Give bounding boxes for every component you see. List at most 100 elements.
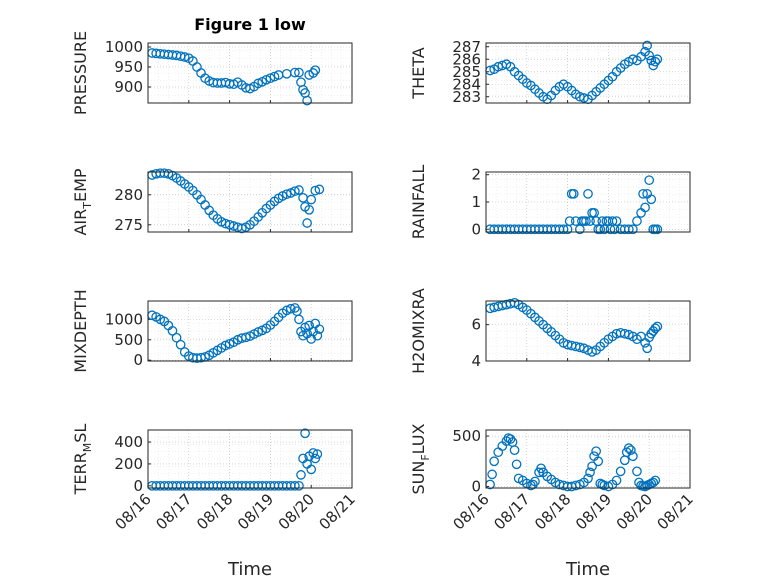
x-tick-label: 08/19 <box>572 490 615 533</box>
data-point <box>171 332 182 343</box>
data-point <box>167 325 178 336</box>
panel-h2omixra: 4 6 H2OMIXRA <box>409 288 691 374</box>
data-point <box>241 332 251 343</box>
y-tick-label: 1 <box>471 193 481 211</box>
y-tick-label: 285 <box>452 63 481 81</box>
data-point <box>611 475 622 486</box>
data-point <box>615 466 626 477</box>
y-tick-label: 2 <box>471 166 481 184</box>
panel-terr-msl: 0 200 400 TERRMSL 08/1608/1708/1808/1908/200… <box>71 424 359 534</box>
data-point <box>591 446 602 457</box>
y-axis-label: PRESSURE <box>71 31 90 115</box>
y-tick-label: 0 <box>471 220 481 238</box>
x-tick-label: 08/19 <box>234 490 277 533</box>
data-point <box>650 475 661 486</box>
x-tick-label: 08/17 <box>152 490 195 533</box>
x-tick-label: 08/20 <box>275 490 318 533</box>
y-tick-label: 0 <box>133 477 143 495</box>
data-point <box>487 469 497 480</box>
x-tick-label: 08/18 <box>193 490 236 533</box>
data-point <box>290 186 300 197</box>
data-point <box>593 456 604 467</box>
y-tick-label: 950 <box>114 58 143 76</box>
data-point <box>294 185 304 195</box>
axes-box <box>147 429 353 489</box>
data-point <box>302 218 312 228</box>
data-point <box>652 54 663 65</box>
y-tick-label: 286 <box>452 50 481 68</box>
data-point <box>294 67 304 78</box>
axes-box <box>147 171 353 233</box>
data-point <box>646 194 657 205</box>
y-axis-label: H2OMIXRA <box>409 288 428 374</box>
data-point <box>296 470 306 480</box>
data-point <box>583 188 593 199</box>
data-point <box>310 185 321 196</box>
data-point <box>587 461 597 472</box>
data-point <box>652 321 663 332</box>
y-tick-label: 1000 <box>105 310 143 328</box>
x-tick-label: 08/17 <box>490 490 533 533</box>
data-point <box>650 323 661 334</box>
data-point <box>294 480 304 491</box>
data-point <box>314 184 325 195</box>
data-point <box>611 216 622 226</box>
data-point <box>568 188 579 199</box>
data-point <box>632 466 642 477</box>
data-point <box>644 175 655 186</box>
y-axis-label: TERRMSL <box>71 424 94 496</box>
axes-box <box>485 171 691 233</box>
y-tick-label: 500 <box>114 331 143 349</box>
x-tick-label: 08/16 <box>112 490 155 533</box>
y-axis-label: THETA <box>409 47 428 99</box>
panel-mixdepth: 0 500 1000 MIXDEPTH <box>71 289 353 373</box>
y-tick-label: 0 <box>133 351 143 369</box>
y-tick-label: 900 <box>114 78 143 96</box>
data-point <box>304 204 315 215</box>
data-point <box>642 343 653 354</box>
data-point <box>570 480 581 491</box>
panel-pressure: 900 950 1000 PRESSURE <box>71 31 353 115</box>
y-axis-label: MIXDEPTH <box>71 289 90 372</box>
data-point <box>281 189 292 200</box>
data-point <box>511 459 522 470</box>
y-tick-label: 0 <box>471 477 481 495</box>
data-point <box>314 324 325 335</box>
axes-box <box>147 300 353 362</box>
axes-box <box>485 42 691 104</box>
data-point <box>312 449 323 459</box>
data-point <box>489 456 500 467</box>
data-point <box>581 216 591 226</box>
data-point <box>530 476 540 487</box>
x-axis-label: Time <box>565 559 610 580</box>
data-point <box>306 194 317 205</box>
x-axis-label: Time <box>227 559 272 580</box>
data-point <box>583 473 593 484</box>
data-point <box>623 443 634 454</box>
x-tick-label: 08/18 <box>531 490 574 533</box>
data-point <box>528 479 538 490</box>
y-tick-label: 1000 <box>105 38 143 56</box>
x-tick-label: 08/21 <box>316 490 359 533</box>
data-point <box>310 453 321 464</box>
data-point <box>236 223 247 234</box>
y-tick-label: 284 <box>452 75 481 93</box>
y-axis-label: SUNFLUX <box>409 423 432 494</box>
data-point <box>290 67 300 78</box>
axes-box <box>485 300 691 362</box>
y-tick-label: 280 <box>114 186 143 204</box>
x-tick-label: 08/21 <box>654 490 697 533</box>
y-tick-label: 6 <box>471 316 481 334</box>
data-point <box>650 56 661 67</box>
y-axis-label: RAINFALL <box>409 165 428 240</box>
data-point <box>505 434 516 444</box>
axes-box <box>485 429 691 489</box>
data-point <box>628 224 638 235</box>
y-tick-label: 200 <box>114 455 143 473</box>
data-point <box>312 330 323 341</box>
y-tick-label: 287 <box>452 38 481 56</box>
data-point <box>652 224 663 235</box>
data-point <box>638 188 648 199</box>
